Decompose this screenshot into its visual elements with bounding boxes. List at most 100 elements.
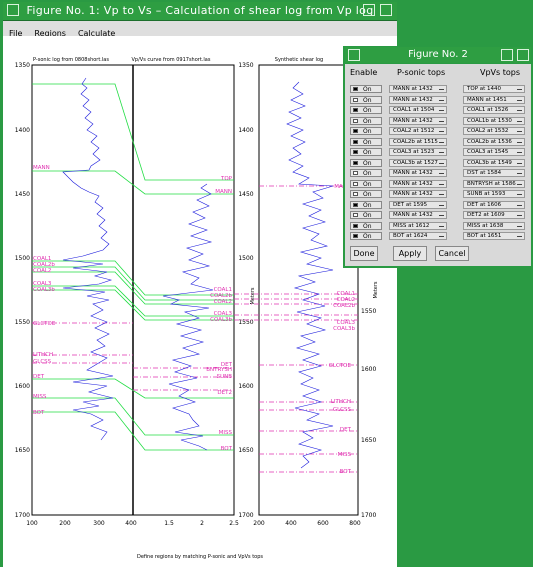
vpvs-top-select[interactable]: DET2 at 1609 [463, 211, 525, 219]
apply-button[interactable]: Apply [393, 246, 427, 261]
vpvs-top-value: COAL1b at 1530 [467, 117, 512, 124]
dropdown-bar-icon [439, 89, 444, 90]
maximize-icon[interactable] [517, 49, 529, 61]
top-label: COAL3b [210, 317, 232, 323]
enable-toggle[interactable]: On [350, 148, 382, 156]
checkbox-indicator-icon [353, 223, 358, 228]
top-label: BOT [340, 469, 352, 475]
enable-label: On [363, 128, 372, 135]
vpvs-top-select[interactable]: COAL1b at 1530 [463, 116, 525, 125]
enable-toggle[interactable]: On [350, 190, 382, 198]
enable-toggle[interactable]: On [350, 116, 382, 125]
psonic-top-select[interactable]: MISS at 1612 [389, 221, 447, 230]
cancel-button[interactable]: Cancel [435, 246, 469, 261]
vpvs-top-select[interactable]: BNTRYSH at 1586 [463, 179, 525, 188]
mid-plot-title: Vp/Vs curve from 0917short.las [132, 57, 211, 63]
enable-toggle[interactable]: On [350, 137, 382, 146]
vpvs-top-select[interactable]: COAL3b at 1549 [463, 158, 525, 167]
psonic-top-select[interactable]: COAL3b at 1527 [389, 158, 447, 167]
enable-toggle[interactable]: On [350, 95, 382, 104]
top-label: COAL3 [214, 311, 233, 317]
vpvs-top-select[interactable]: COAL2b at 1536 [463, 137, 525, 146]
enable-toggle[interactable]: On [350, 232, 382, 240]
enable-label: On [363, 222, 372, 230]
tie-lines [32, 83, 234, 451]
enable-toggle[interactable]: On [350, 127, 382, 135]
dropdown-bar-icon [517, 141, 522, 143]
vpvs-top-select[interactable]: DST at 1584 [463, 169, 525, 177]
vpvs-top-select[interactable]: BOT at 1651 [463, 232, 525, 240]
top-label: DET [33, 374, 45, 380]
vpvs-top-select[interactable]: MISS at 1638 [463, 221, 525, 230]
psonic-top-select[interactable]: MANN at 1432 [389, 85, 447, 93]
vpvs-top-value: DET2 at 1609 [467, 212, 505, 218]
minimize-icon[interactable] [501, 49, 513, 61]
psonic-top-select[interactable]: MANN at 1432 [389, 95, 447, 104]
vpvs-top-value: COAL3 at 1545 [467, 149, 509, 155]
vpvs-top-select[interactable]: COAL1 at 1526 [463, 106, 525, 114]
done-button[interactable]: Done [350, 246, 378, 261]
enable-toggle[interactable]: On [350, 211, 382, 219]
window-menu-icon[interactable] [7, 4, 19, 16]
synthetic-shear-curve [286, 81, 334, 469]
enable-toggle[interactable]: On [350, 169, 382, 177]
psonic-top-select[interactable]: DET at 1595 [389, 200, 447, 209]
right-top-labels: MANN COAL1 COAL2 COAL2b COAL3 COAL3b GLC… [329, 184, 356, 475]
tops-row: On MANN at 1432 DST at 1584 [345, 169, 531, 179]
top-label: LITHCH [331, 399, 351, 405]
psonic-top-select[interactable]: BOT at 1624 [389, 232, 447, 240]
psonic-top-select[interactable]: COAL1 at 1504 [389, 106, 447, 114]
psonic-top-select[interactable]: MANN at 1432 [389, 116, 447, 125]
enable-toggle[interactable]: On [350, 85, 382, 93]
checkbox-indicator-icon [353, 181, 358, 186]
enable-header: Enable [350, 68, 378, 77]
vpvs-top-select[interactable]: TOP at 1440 [463, 85, 525, 93]
tops-row: On COAL2 at 1512 COAL2 at 1532 [345, 127, 531, 137]
checkbox-indicator-icon [353, 213, 358, 217]
enable-toggle[interactable]: On [350, 179, 382, 188]
psonic-top-select[interactable]: COAL2 at 1512 [389, 127, 447, 135]
checkbox-indicator-icon [353, 150, 358, 154]
maximize-icon[interactable] [380, 4, 392, 16]
main-titlebar[interactable]: Figure No. 1: Vp to Vs – Calculation of … [3, 2, 397, 21]
checkbox-indicator-icon [353, 234, 358, 238]
vpvs-top-select[interactable]: DET at 1606 [463, 200, 525, 209]
mid-y-axis-label: Meters [250, 287, 256, 304]
y-tick: 1550 [15, 319, 30, 326]
enable-toggle[interactable]: On [350, 221, 382, 230]
dropdown-bar-icon [517, 89, 522, 90]
top-label: COAL2b [210, 293, 232, 299]
vpvs-top-select[interactable]: COAL3 at 1545 [463, 148, 525, 156]
menu-calculate[interactable]: Calculate [77, 29, 116, 38]
vpvs-top-select[interactable]: COAL2 at 1532 [463, 127, 525, 135]
psonic-top-select[interactable]: MANN at 1432 [389, 190, 447, 198]
psonic-top-select[interactable]: MANN at 1432 [389, 169, 447, 177]
enable-label: On [363, 96, 372, 104]
top-label: MANN [33, 165, 50, 171]
menu-regions[interactable]: Regions [34, 29, 66, 38]
window-menu-icon[interactable] [348, 49, 360, 61]
checkbox-indicator-icon [353, 171, 358, 175]
checkbox-indicator-icon [353, 160, 358, 165]
p-sonic-log-curve [62, 77, 114, 441]
psonic-top-select[interactable]: MANN at 1432 [389, 179, 447, 188]
minimize-icon[interactable] [363, 4, 375, 16]
menu-file[interactable]: File [9, 29, 23, 38]
enable-toggle[interactable]: On [350, 158, 382, 167]
x-tick: 600 [317, 520, 329, 527]
vpvs-top-value: DST at 1584 [467, 170, 502, 176]
x-tick: 2 [200, 520, 204, 527]
enable-toggle[interactable]: On [350, 200, 382, 209]
psonic-top-select[interactable]: MANN at 1432 [389, 211, 447, 219]
y-tick: 1450 [238, 191, 253, 198]
figure-2-titlebar[interactable]: Figure No. 2 [345, 47, 531, 63]
y-tick: 1350 [238, 62, 253, 69]
vpvs-top-select[interactable]: MANN at 1451 [463, 95, 525, 104]
tie-line [32, 285, 234, 317]
psonic-top-select[interactable]: COAL2b at 1515 [389, 137, 447, 146]
psonic-top-select[interactable]: COAL3 at 1523 [389, 148, 447, 156]
enable-label: On [363, 117, 372, 125]
top-label: BOT [221, 446, 233, 452]
enable-toggle[interactable]: On [350, 106, 382, 114]
vpvs-top-select[interactable]: SUNB at 1593 [463, 190, 525, 198]
